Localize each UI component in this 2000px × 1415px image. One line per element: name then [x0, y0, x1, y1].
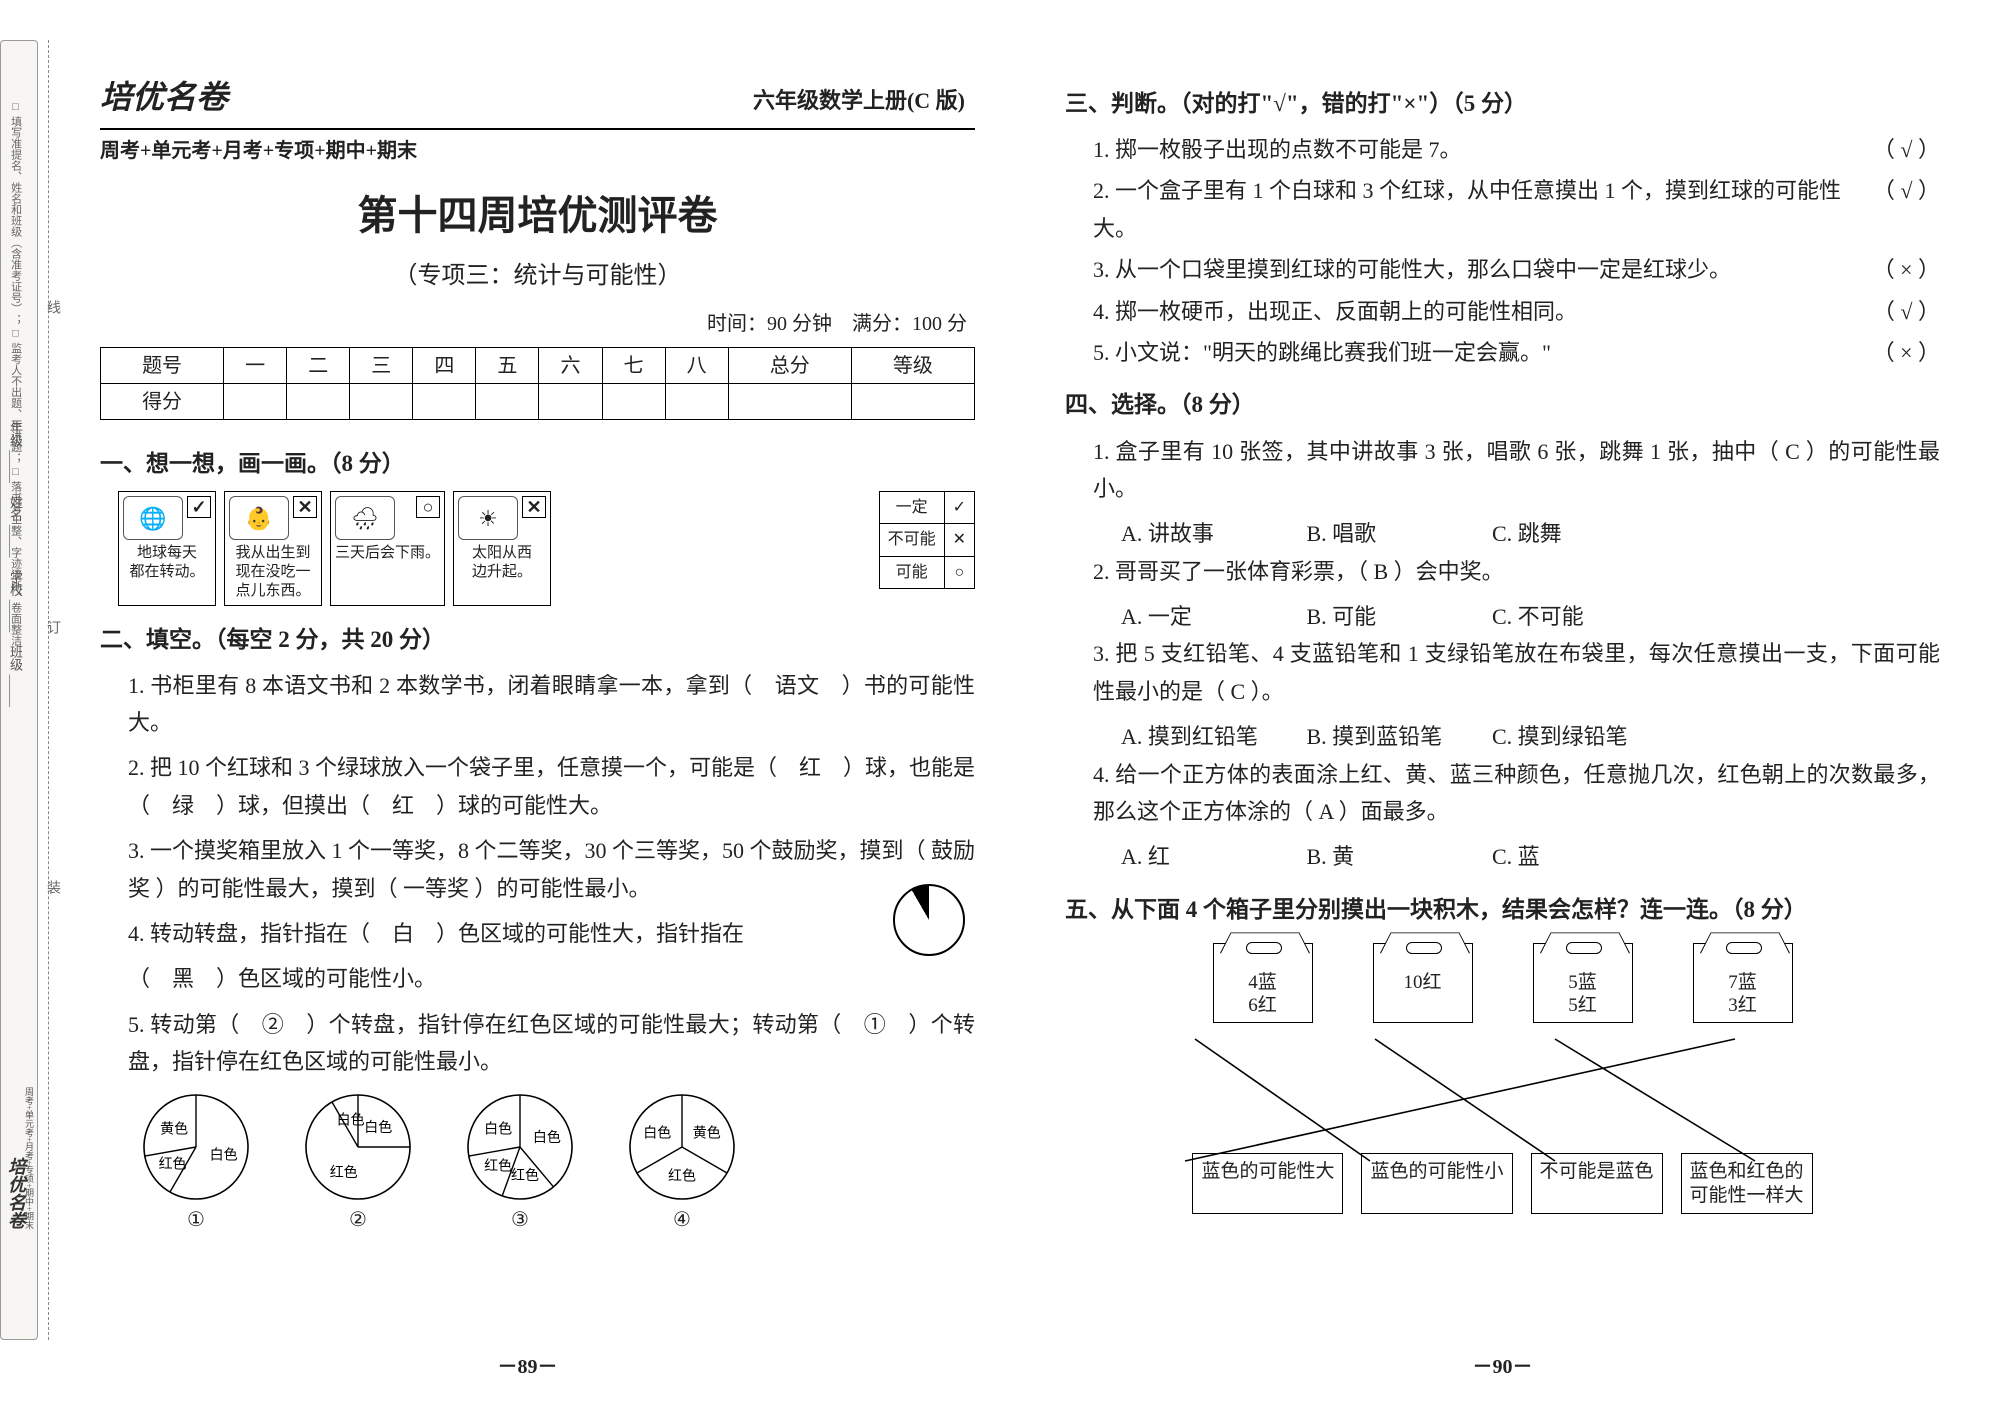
- svg-text:黄色: 黄色: [693, 1124, 721, 1141]
- q4-3-opts: A. 摸到红铅笔 B. 摸到蓝铅笔 C. 摸到绿铅笔: [1121, 718, 1940, 755]
- q4-3-opt-b: B. 摸到蓝铅笔: [1307, 718, 1487, 755]
- svg-text:白色: 白色: [337, 1111, 365, 1128]
- section-2-title: 二、填空。（每空 2 分，共 20 分）: [100, 620, 975, 659]
- sidebar-fields: 年级 _____ 姓名 _____ 学校 _____ 班级 _____: [6, 421, 25, 707]
- svg-text:红色: 红色: [484, 1157, 512, 1174]
- think-row: 🌐✓地球每天都在转动。👶✕我从出生到现在没吃一点儿东西。🌧○三天后会下雨。☀✕太…: [118, 491, 975, 605]
- svg-text:红色: 红色: [330, 1163, 358, 1180]
- q4-4-opts: A. 红 B. 黄 C. 蓝: [1121, 838, 1940, 875]
- svg-text:白色: 白色: [210, 1146, 238, 1163]
- paper-subtitle: （专项三：统计与可能性）: [100, 256, 975, 297]
- q4-2: 2. 哥哥买了一张体育彩票，（ B ）会中奖。: [1093, 553, 1940, 590]
- header-line: 周考+单元考+月考+专项+期中+期末: [100, 128, 975, 168]
- page-right: 三、判断。（对的打"√"，错的打"×"）（5 分） 1. 掷一枚骰子出现的点数不…: [1015, 40, 1990, 1390]
- sidebar-sub: 周考+单元考+月考+专项+期中+期末: [23, 1087, 36, 1229]
- judge-row: 5. 小文说："明天的跳绳比赛我们班一定会赢。"（ × ）: [1093, 334, 1940, 371]
- match-lines: [1065, 943, 1885, 1243]
- think-card: ☀✕太阳从西边升起。: [453, 491, 551, 605]
- grade-label: 六年级数学上册(C 版): [753, 82, 965, 119]
- section-5-title: 五、从下面 4 个箱子里分别摸出一块积木，结果会怎样？连一连。（8 分）: [1065, 890, 1940, 929]
- q4-1-opt-c: C. 跳舞: [1492, 515, 1672, 552]
- q4-2-opt-c: C. 不可能: [1492, 598, 1672, 635]
- q4-2-opt-a: A. 一定: [1121, 598, 1301, 635]
- q4-2-opts: A. 一定 B. 可能 C. 不可能: [1121, 598, 1940, 635]
- svg-text:红色: 红色: [511, 1167, 539, 1184]
- q4-3: 3. 把 5 支红铅笔、4 支蓝铅笔和 1 支绿铅笔放在布袋里，每次任意摸出一支…: [1093, 635, 1940, 710]
- match-area: 4蓝6红10红5蓝5红7蓝3红 蓝色的可能性大蓝色的可能性小不可能是蓝色蓝色和红…: [1065, 943, 1940, 1243]
- judge-row: 4. 掷一枚硬币，出现正、反面朝上的可能性相同。（ √ ）: [1093, 293, 1940, 330]
- q4-4-opt-a: A. 红: [1121, 838, 1301, 875]
- q4-2-opt-b: B. 可能: [1307, 598, 1487, 635]
- judge-row: 2. 一个盒子里有 1 个白球和 3 个红球，从中任意摸出 1 个，摸到红球的可…: [1093, 172, 1940, 247]
- think-card: 🌐✓地球每天都在转动。: [118, 491, 216, 605]
- q2-5: 5. 转动第（ ② ）个转盘，指针停在红色区域的可能性最大；转动第（ ① ）个转…: [128, 1006, 975, 1081]
- q4-1-opt-a: A. 讲故事: [1121, 515, 1301, 552]
- q4-1: 1. 盒子里有 10 张签，其中讲故事 3 张，唱歌 6 张，跳舞 1 张，抽中…: [1093, 433, 1940, 508]
- q4-4: 4. 给一个正方体的表面涂上红、黄、蓝三种颜色，任意抛几次，红色朝上的次数最多，…: [1093, 756, 1940, 831]
- svg-text:白色: 白色: [533, 1129, 561, 1146]
- svg-text:白色: 白色: [484, 1120, 512, 1137]
- svg-text:红色: 红色: [668, 1167, 696, 1184]
- think-card: 👶✕我从出生到现在没吃一点儿东西。: [224, 491, 322, 605]
- page-number-left: －89－: [498, 1350, 558, 1384]
- q4-1-opt-b: B. 唱歌: [1307, 515, 1487, 552]
- section-1-title: 一、想一想，画一画。（8 分）: [100, 444, 975, 483]
- binding-sidebar: □ 填写准提名、姓名和班级（含准考证号）； □ 监考人不出题、不讲题； □ 落书…: [0, 40, 38, 1340]
- paper-title: 第十四周培优测评卷: [100, 182, 975, 250]
- think-card: 🌧○三天后会下雨。: [330, 491, 445, 605]
- section-3-title: 三、判断。（对的打"√"，错的打"×"）（5 分）: [1065, 84, 1940, 123]
- q2-1: 1. 书柜里有 8 本语文书和 2 本数学书，闭着眼睛拿一本，拿到（ 语文 ）书…: [128, 667, 975, 742]
- spinner: 白色红色红色白色③: [464, 1091, 576, 1237]
- svg-text:黄色: 黄色: [160, 1120, 188, 1137]
- legend-table: 一定✓不可能✕可能○: [879, 491, 975, 589]
- q2-4a: 4. 转动转盘，指针指在（ 白 ）色区域的可能性大，指针指在: [128, 915, 975, 952]
- timing-label: 时间：90 分钟 满分：100 分: [100, 307, 975, 341]
- q4-big-spinner: [893, 884, 965, 956]
- section-4-title: 四、选择。（8 分）: [1065, 385, 1940, 424]
- q4-4-opt-c: C. 蓝: [1492, 838, 1672, 875]
- judge-row: 1. 掷一枚骰子出现的点数不可能是 7。（ √ ）: [1093, 131, 1940, 168]
- svg-text:白色: 白色: [643, 1124, 671, 1141]
- q2-4b: （ 黑 ）色区域的可能性小。: [128, 960, 975, 997]
- svg-text:白色: 白色: [364, 1118, 392, 1135]
- q2-3: 3. 一个摸奖箱里放入 1 个一等奖，8 个二等奖，30 个三等奖，50 个鼓励…: [128, 832, 975, 907]
- svg-text:红色: 红色: [159, 1155, 187, 1172]
- q2-2: 2. 把 10 个红球和 3 个绿球放入一个袋子里，任意摸一个，可能是（ 红 ）…: [128, 749, 975, 824]
- spinner: 白色红色黄色①: [140, 1091, 252, 1237]
- spinner: 白色红色白色②: [302, 1091, 414, 1237]
- score-table: 题号一二三四五六七八总分等级 得分: [100, 347, 975, 420]
- q4-4-opt-b: B. 黄: [1307, 838, 1487, 875]
- spinner-row: 白色红色黄色①白色红色白色②白色红色红色白色③黄色红色白色④: [140, 1091, 975, 1237]
- q4-3-opt-a: A. 摸到红铅笔: [1121, 718, 1301, 755]
- spinner: 黄色红色白色④: [626, 1091, 738, 1237]
- page-number-right: －90－: [1473, 1350, 1533, 1384]
- q4-1-opts: A. 讲故事 B. 唱歌 C. 跳舞: [1121, 515, 1940, 552]
- judge-row: 3. 从一个口袋里摸到红球的可能性大，那么口袋中一定是红球少。（ × ）: [1093, 251, 1940, 288]
- page-left: 培优名卷 六年级数学上册(C 版) 周考+单元考+月考+专项+期中+期末 第十四…: [40, 40, 1015, 1390]
- q4-3-opt-c: C. 摸到绿铅笔: [1492, 718, 1672, 755]
